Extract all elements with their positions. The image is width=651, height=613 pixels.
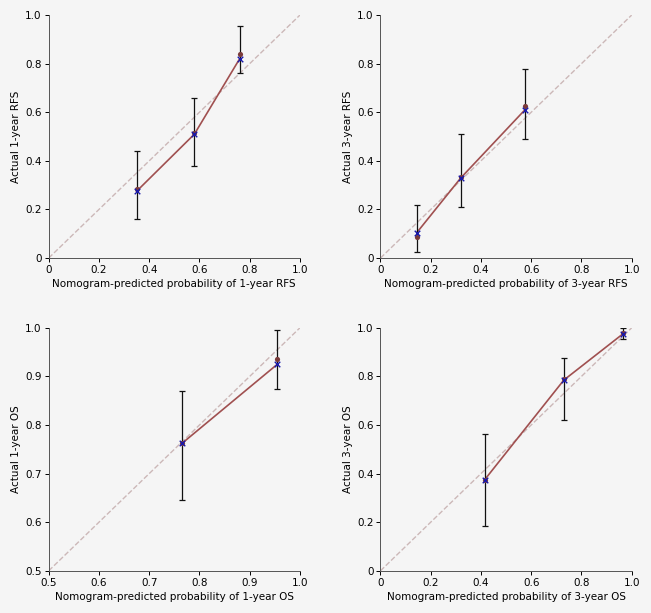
Point bbox=[272, 354, 283, 364]
Point bbox=[411, 227, 422, 237]
Point bbox=[480, 475, 490, 485]
X-axis label: Nomogram-predicted probability of 1-year OS: Nomogram-predicted probability of 1-year… bbox=[55, 592, 294, 602]
Point bbox=[176, 438, 187, 448]
Point bbox=[618, 329, 628, 339]
Point bbox=[519, 105, 530, 115]
Point bbox=[189, 128, 200, 138]
X-axis label: Nomogram-predicted probability of 3-year OS: Nomogram-predicted probability of 3-year… bbox=[387, 592, 626, 602]
Point bbox=[480, 475, 490, 485]
Point bbox=[132, 184, 142, 194]
Y-axis label: Actual 1-year RFS: Actual 1-year RFS bbox=[11, 90, 21, 183]
Point bbox=[456, 172, 466, 181]
Point bbox=[132, 186, 142, 196]
Point bbox=[559, 375, 569, 385]
X-axis label: Nomogram-predicted probability of 1-year RFS: Nomogram-predicted probability of 1-year… bbox=[53, 279, 296, 289]
Point bbox=[456, 173, 466, 183]
Y-axis label: Actual 1-year OS: Actual 1-year OS bbox=[11, 405, 21, 493]
Point bbox=[234, 54, 245, 64]
Point bbox=[519, 101, 530, 111]
Y-axis label: Actual 3-year RFS: Actual 3-year RFS bbox=[343, 90, 353, 183]
Point bbox=[272, 359, 283, 369]
Point bbox=[559, 374, 569, 384]
Point bbox=[189, 129, 200, 139]
Y-axis label: Actual 3-year OS: Actual 3-year OS bbox=[343, 405, 353, 493]
Point bbox=[234, 49, 245, 59]
X-axis label: Nomogram-predicted probability of 3-year RFS: Nomogram-predicted probability of 3-year… bbox=[384, 279, 628, 289]
Point bbox=[176, 438, 187, 448]
Point bbox=[411, 232, 422, 242]
Point bbox=[618, 328, 628, 338]
